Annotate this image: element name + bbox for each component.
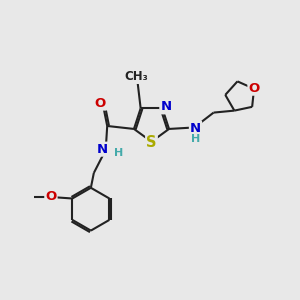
Text: N: N [160, 100, 171, 113]
Text: N: N [190, 122, 201, 135]
Text: H: H [191, 134, 200, 144]
Text: N: N [97, 143, 108, 156]
Text: O: O [95, 97, 106, 110]
Text: S: S [146, 135, 157, 150]
Text: O: O [45, 190, 57, 203]
Text: O: O [248, 82, 260, 95]
Text: H: H [114, 148, 123, 158]
Text: CH₃: CH₃ [124, 70, 148, 83]
